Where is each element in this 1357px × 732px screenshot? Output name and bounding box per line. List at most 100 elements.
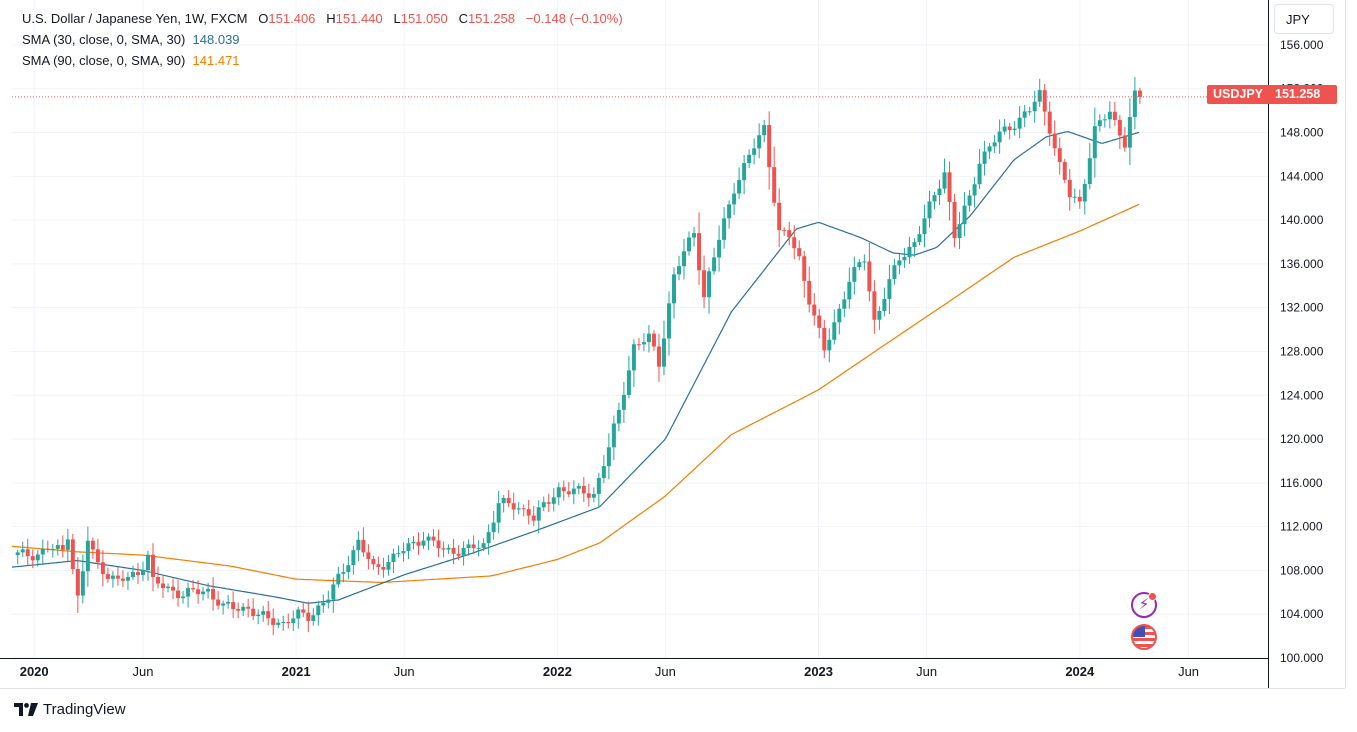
candle-body xyxy=(967,195,972,206)
candle-body xyxy=(15,552,20,556)
candle-body xyxy=(531,515,536,521)
x-tick-label: 2020 xyxy=(20,664,49,679)
candle-body xyxy=(822,327,827,351)
candle-body xyxy=(601,466,606,478)
lightning-event-icon[interactable]: ⚡ xyxy=(1131,592,1157,618)
candle-body xyxy=(256,614,261,617)
chart-grid xyxy=(12,0,1268,659)
candle-body xyxy=(25,549,30,557)
candle-body xyxy=(566,491,571,495)
candle-body xyxy=(586,493,591,498)
candle-body xyxy=(281,622,286,624)
candle-body xyxy=(221,603,226,606)
y-tick-label: 128.000 xyxy=(1280,344,1324,358)
sma-90-legend[interactable]: SMA (90, close, 0, SMA, 90) 141.471 xyxy=(22,50,623,71)
y-tick-label: 116.000 xyxy=(1280,476,1323,490)
candle-body xyxy=(476,547,481,549)
axes: 100.000 104.000 108.000 112.000 116.000 120.0… xyxy=(0,0,1346,689)
y-tick-label: 156.000 xyxy=(1280,38,1324,52)
candle-body xyxy=(351,550,356,566)
x-tick-label: Jun xyxy=(1178,664,1199,679)
candle-body xyxy=(737,180,742,194)
candle-body xyxy=(70,539,75,570)
candle-body xyxy=(722,218,727,240)
candle-body xyxy=(60,545,65,550)
y-tick-label: 140.000 xyxy=(1280,213,1324,227)
y-tick-label: 112.000 xyxy=(1280,520,1323,534)
candle-body xyxy=(1117,119,1122,136)
candle-body xyxy=(1092,126,1097,159)
candle-body xyxy=(767,125,772,168)
candle-body xyxy=(977,163,982,185)
candle-body xyxy=(431,536,436,541)
candle-body xyxy=(276,622,281,625)
tradingview-brand[interactable]: TradingView xyxy=(14,701,126,718)
candle-body xyxy=(511,503,516,510)
candle-body xyxy=(742,163,747,181)
candle-body xyxy=(1022,111,1027,118)
sma-30-line xyxy=(11,131,1140,604)
candle-body xyxy=(887,279,892,299)
candle-body xyxy=(321,602,326,606)
candle-body xyxy=(140,570,145,575)
brand-name: TradingView xyxy=(43,701,126,718)
candle-body xyxy=(266,611,271,619)
candle-body xyxy=(456,553,461,556)
candle-body xyxy=(611,423,616,448)
candle-body xyxy=(556,487,561,498)
candle-body xyxy=(1122,135,1127,148)
price-tag-symbol: USDJPY xyxy=(1213,87,1264,101)
candle-body xyxy=(20,549,25,553)
candle-body xyxy=(386,561,391,570)
candle-body xyxy=(957,224,962,239)
chart-legend: U.S. Dollar / Japanese Yen, 1W, FXCM O15… xyxy=(22,8,623,71)
candle-body xyxy=(802,256,807,281)
candle-body xyxy=(651,333,656,347)
close-value: 151.258 xyxy=(467,11,515,26)
candle-body xyxy=(206,588,211,592)
open-label: O xyxy=(258,11,269,26)
candle-body xyxy=(45,548,50,550)
candle-body xyxy=(451,547,456,554)
candle-body xyxy=(446,547,451,550)
candle-body xyxy=(747,154,752,164)
candle-body xyxy=(877,311,882,320)
candle-body xyxy=(1132,90,1137,118)
sma-30-value: 148.039 xyxy=(192,32,240,47)
candle-body xyxy=(1012,128,1017,131)
candle-body xyxy=(241,606,246,611)
candle-body xyxy=(55,545,60,549)
candle-body xyxy=(216,599,221,606)
candle-body xyxy=(536,507,541,521)
open-value: 151.406 xyxy=(268,11,316,26)
candle-body xyxy=(1067,179,1072,198)
candle-body xyxy=(40,548,45,555)
sma-90-value: 141.471 xyxy=(192,53,240,68)
candle-body xyxy=(65,539,70,550)
candle-body xyxy=(291,618,296,624)
sma-30-legend[interactable]: SMA (30, close, 0, SMA, 30) 148.039 xyxy=(22,29,623,50)
candle-body xyxy=(922,218,927,235)
candle-body xyxy=(837,308,842,323)
candle-body xyxy=(1077,196,1082,202)
candle-body xyxy=(226,602,231,604)
x-tick-label: Jun xyxy=(394,664,415,679)
us-flag-event-icon[interactable] xyxy=(1131,624,1157,650)
candle-body xyxy=(697,233,702,271)
candle-body xyxy=(1102,119,1107,121)
candle-body xyxy=(1047,111,1052,134)
candle-body xyxy=(646,333,651,343)
candle-body xyxy=(1007,126,1012,131)
candle-body xyxy=(897,260,902,266)
candle-body xyxy=(682,251,687,267)
candle-body xyxy=(787,230,792,238)
candle-body xyxy=(125,577,130,581)
candle-body xyxy=(952,201,957,239)
candle-body xyxy=(105,574,110,579)
candle-body xyxy=(817,315,822,328)
currency-button[interactable]: JPY xyxy=(1274,4,1334,34)
x-tick-label: 2021 xyxy=(282,664,311,679)
candle-body xyxy=(155,577,160,584)
candle-body xyxy=(145,554,150,571)
